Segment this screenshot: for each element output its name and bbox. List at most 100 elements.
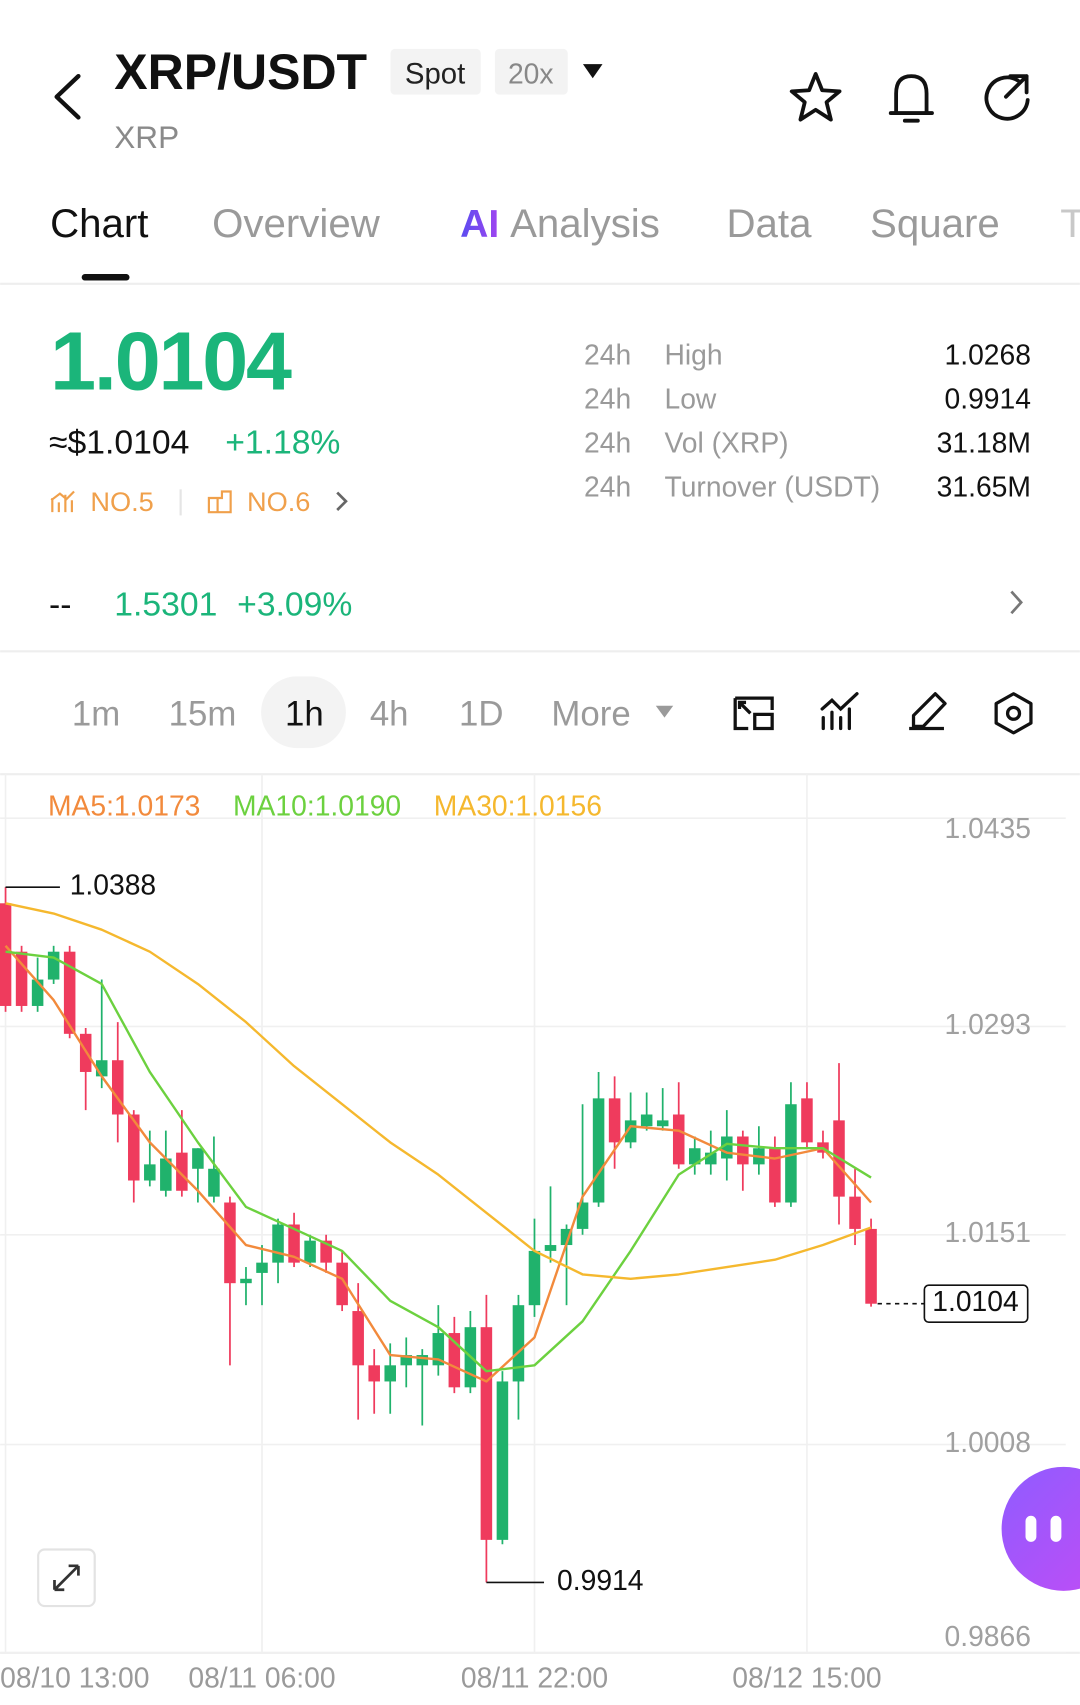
candle-body bbox=[769, 1148, 781, 1203]
candle-body bbox=[721, 1136, 733, 1159]
legend-entry: MA30:1.0156 bbox=[434, 789, 602, 821]
candle-body bbox=[544, 1245, 557, 1251]
candle-body bbox=[256, 1262, 268, 1273]
legend-entry: MA5:1.0173 bbox=[48, 789, 200, 821]
base-asset: XRP bbox=[114, 119, 179, 155]
candle-body bbox=[111, 1060, 124, 1115]
candle-body bbox=[144, 1164, 156, 1181]
y-tick-label: 0.9866 bbox=[944, 1620, 1030, 1652]
interval[interactable]: 4h bbox=[370, 695, 409, 733]
chevron[interactable] bbox=[1010, 590, 1023, 615]
dropdown-arrow[interactable] bbox=[655, 705, 674, 718]
candle-body bbox=[192, 1148, 204, 1169]
stat-label: Vol (XRP) bbox=[665, 426, 789, 458]
candle-body bbox=[47, 951, 60, 980]
stat-period: 24h bbox=[584, 470, 631, 502]
stat-label: Turnover (USDT) bbox=[665, 470, 881, 502]
candle-body bbox=[320, 1240, 332, 1263]
interval[interactable]: 15m bbox=[169, 695, 237, 733]
related-change: +3.09% bbox=[237, 585, 352, 623]
candle-body bbox=[528, 1250, 541, 1306]
tab[interactable]: Chart bbox=[50, 201, 148, 246]
candle-body bbox=[480, 1327, 493, 1540]
interval-active-bg bbox=[261, 676, 346, 749]
interval[interactable]: 1m bbox=[72, 695, 120, 733]
candle-body bbox=[208, 1168, 220, 1197]
interval[interactable]: More bbox=[551, 695, 630, 733]
price-change: +1.18% bbox=[225, 423, 340, 461]
candle-body bbox=[240, 1278, 252, 1284]
candle-body bbox=[448, 1333, 461, 1388]
candle-body bbox=[688, 1148, 701, 1165]
chevron[interactable] bbox=[336, 491, 348, 511]
candle-body bbox=[785, 1104, 797, 1203]
candle-body bbox=[336, 1262, 348, 1306]
rank: NO.5 bbox=[90, 486, 153, 517]
stat-label: Low bbox=[665, 382, 717, 414]
alert-icon[interactable] bbox=[888, 74, 934, 123]
assistant-eye bbox=[1050, 1515, 1062, 1542]
candle-body bbox=[737, 1136, 749, 1165]
badge: 20x bbox=[508, 58, 554, 90]
candle-body bbox=[496, 1381, 509, 1540]
interval[interactable]: 1D bbox=[459, 695, 503, 733]
fullscreen-icon bbox=[53, 1564, 80, 1592]
badge-bg bbox=[494, 48, 568, 95]
candle-body bbox=[416, 1355, 429, 1366]
tab[interactable]: Data bbox=[726, 201, 812, 246]
candle-body bbox=[15, 951, 28, 1006]
stat-value: 31.65M bbox=[937, 470, 1031, 502]
rank: NO.6 bbox=[247, 486, 310, 517]
interval[interactable]: 1h bbox=[285, 695, 324, 733]
candle-body bbox=[592, 1098, 605, 1203]
stat-period: 24h bbox=[584, 426, 631, 458]
ai-mark: AI bbox=[460, 203, 499, 246]
indicator-icon[interactable] bbox=[820, 692, 859, 731]
favorite-icon[interactable] bbox=[789, 72, 842, 122]
badge-bg bbox=[390, 48, 481, 95]
tab[interactable]: Square bbox=[870, 201, 1000, 246]
candle-body bbox=[400, 1355, 413, 1366]
candle-body bbox=[224, 1202, 236, 1284]
candle-body bbox=[384, 1365, 396, 1382]
tab[interactable]: Analysis bbox=[510, 201, 660, 246]
back-button[interactable] bbox=[54, 73, 81, 120]
candle-body bbox=[432, 1333, 445, 1366]
x-tick-label: 08/11 22:00 bbox=[461, 1661, 608, 1693]
assistant-eye bbox=[1025, 1515, 1037, 1542]
candle-body bbox=[640, 1114, 653, 1127]
stat-period: 24h bbox=[584, 382, 631, 414]
candle-body bbox=[705, 1152, 717, 1165]
rank-icon bbox=[207, 490, 232, 514]
stat-period: 24h bbox=[584, 338, 631, 370]
candlestick-chart: 1.0435 1.0293 1.0151 1.0008 0.9866 08/10 13:0… bbox=[0, 774, 1080, 1693]
stats: 24h High 1.0268 24h Low 0.9914 24h Vol (XRP) 31.… bbox=[584, 338, 1031, 502]
y-tick-label: 1.0151 bbox=[944, 1216, 1030, 1248]
dropdown-arrow[interactable] bbox=[582, 64, 603, 79]
candle-body bbox=[352, 1311, 364, 1366]
tab[interactable]: T bbox=[1060, 201, 1080, 246]
candle-body bbox=[849, 1196, 861, 1229]
candle-body bbox=[512, 1305, 525, 1382]
stat-value: 0.9914 bbox=[944, 382, 1030, 414]
pip-icon[interactable] bbox=[733, 696, 774, 731]
tab[interactable]: Overview bbox=[212, 201, 381, 246]
related-price: 1.5301 bbox=[114, 585, 217, 623]
last-price-box bbox=[923, 1284, 1029, 1324]
usd-price: ≈$1.0104 bbox=[49, 423, 189, 461]
tab-indicator bbox=[81, 274, 130, 281]
settings-icon-core bbox=[1005, 705, 1022, 721]
candle-body bbox=[160, 1158, 172, 1191]
low-label: 0.9914 bbox=[557, 1564, 643, 1596]
candle-body bbox=[801, 1098, 813, 1143]
ma-line bbox=[4, 945, 872, 1383]
candle-body bbox=[656, 1120, 669, 1127]
x-tick-label: 08/11 06:00 bbox=[188, 1661, 335, 1693]
badge: Spot bbox=[405, 58, 465, 91]
draw-icon[interactable] bbox=[909, 692, 947, 731]
settings-icon[interactable] bbox=[994, 692, 1033, 735]
assistant-bubble[interactable] bbox=[1001, 1466, 1080, 1591]
high-label: 1.0388 bbox=[70, 869, 156, 901]
candle-body bbox=[31, 979, 44, 1006]
share-icon[interactable] bbox=[984, 74, 1030, 121]
